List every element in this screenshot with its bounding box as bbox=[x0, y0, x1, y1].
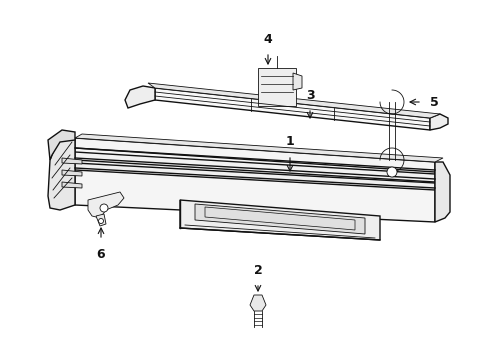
Circle shape bbox=[387, 167, 397, 177]
Text: 5: 5 bbox=[430, 95, 439, 108]
Circle shape bbox=[98, 219, 103, 224]
Text: 3: 3 bbox=[306, 89, 314, 102]
Polygon shape bbox=[48, 130, 75, 160]
Polygon shape bbox=[435, 162, 450, 222]
Polygon shape bbox=[96, 214, 106, 226]
Polygon shape bbox=[148, 83, 440, 118]
Polygon shape bbox=[75, 152, 435, 182]
Polygon shape bbox=[75, 138, 435, 172]
Polygon shape bbox=[180, 200, 380, 240]
Polygon shape bbox=[258, 68, 296, 106]
Polygon shape bbox=[88, 192, 124, 218]
Text: 6: 6 bbox=[97, 248, 105, 261]
Polygon shape bbox=[75, 134, 443, 162]
Polygon shape bbox=[75, 138, 435, 222]
Polygon shape bbox=[62, 158, 82, 164]
Polygon shape bbox=[293, 73, 302, 90]
Polygon shape bbox=[250, 295, 266, 311]
Text: 4: 4 bbox=[264, 33, 272, 46]
Polygon shape bbox=[62, 170, 82, 176]
Polygon shape bbox=[48, 136, 75, 210]
Polygon shape bbox=[125, 86, 155, 108]
Polygon shape bbox=[75, 163, 435, 190]
Polygon shape bbox=[430, 114, 448, 130]
Polygon shape bbox=[195, 204, 365, 234]
Circle shape bbox=[100, 204, 108, 212]
Polygon shape bbox=[155, 88, 430, 130]
Polygon shape bbox=[62, 182, 82, 188]
Text: 2: 2 bbox=[254, 264, 262, 277]
Text: 1: 1 bbox=[286, 135, 294, 148]
